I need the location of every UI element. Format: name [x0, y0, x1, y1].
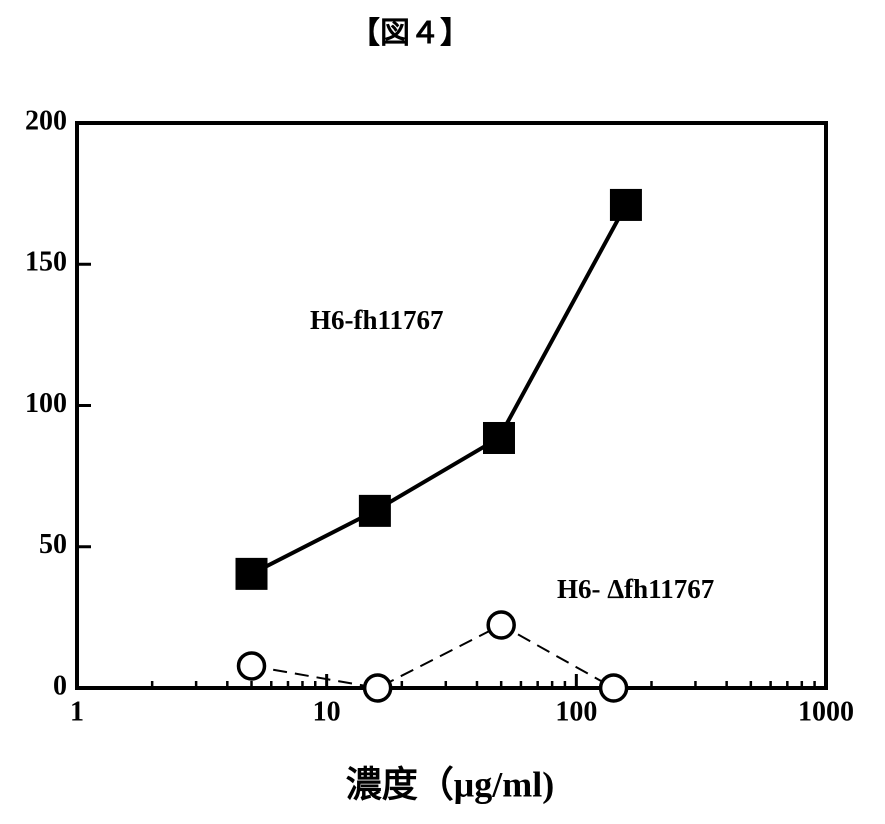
chart-title: 【図４】: [350, 17, 470, 50]
marker: [601, 675, 627, 701]
marker: [359, 495, 391, 527]
y-tick-label: 150: [25, 247, 67, 278]
y-tick-label: 200: [25, 105, 67, 136]
x-tick-label: 10: [313, 696, 341, 727]
marker: [365, 675, 391, 701]
series-line: [252, 205, 626, 574]
series-label: H6- Δfh11767: [557, 574, 714, 604]
x-tick-label: 100: [555, 696, 597, 727]
x-axis-label: 濃度（μg/ml): [346, 764, 554, 804]
series-label: H6-fh11767: [310, 305, 444, 335]
marker: [236, 558, 268, 590]
y-tick-label: 50: [39, 529, 67, 560]
marker: [610, 189, 642, 221]
y-tick-label: 100: [25, 388, 67, 419]
marker: [483, 422, 515, 454]
x-tick-label: 1: [70, 696, 84, 727]
x-tick-label: 1000: [798, 696, 854, 727]
marker: [488, 612, 514, 638]
y-tick-label: 0: [53, 670, 67, 701]
marker: [239, 653, 265, 679]
chart: 【図４】 濃度（μg/ml) H6-fh11767 H6- Δfh11767 0…: [0, 0, 885, 824]
series-line: [252, 625, 614, 688]
